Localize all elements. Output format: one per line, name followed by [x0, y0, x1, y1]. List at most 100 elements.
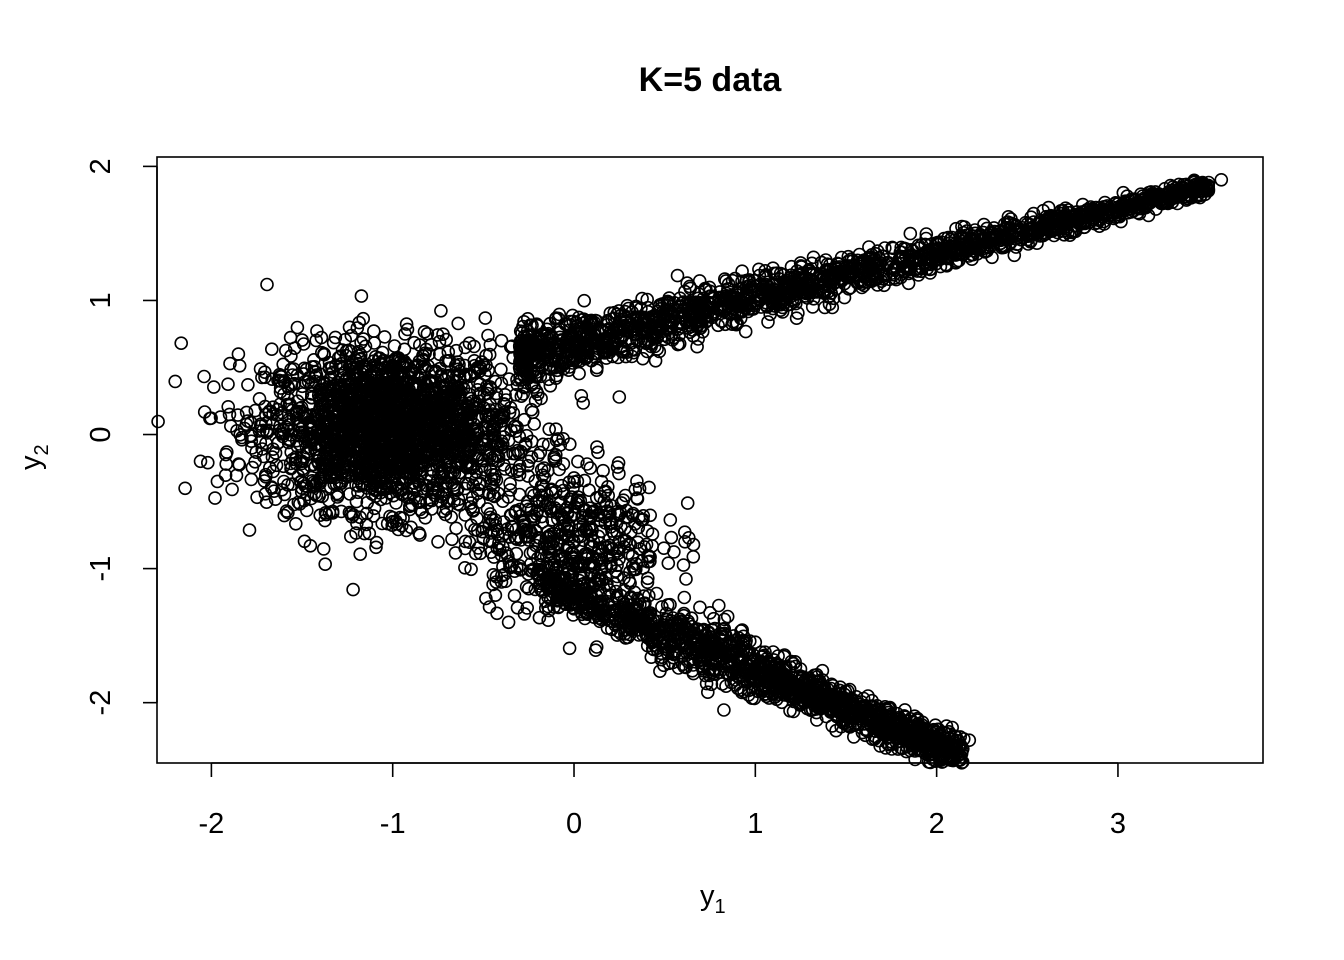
data-point	[241, 377, 255, 392]
data-point	[791, 275, 805, 290]
data-point	[511, 529, 526, 544]
data-point	[874, 274, 889, 289]
data-point	[316, 398, 331, 413]
data-point	[372, 351, 387, 365]
data-point	[244, 472, 259, 487]
data-point	[586, 318, 601, 332]
data-point	[649, 320, 664, 335]
data-point	[449, 521, 463, 536]
data-point	[535, 515, 550, 529]
data-point	[318, 557, 333, 572]
data-point	[354, 439, 368, 453]
data-point	[349, 377, 364, 392]
data-point	[604, 556, 618, 571]
data-point	[547, 451, 562, 466]
data-point	[560, 334, 575, 349]
data-point	[475, 432, 489, 447]
data-point	[480, 502, 495, 516]
data-point	[610, 460, 625, 474]
data-point	[210, 474, 225, 489]
data-point	[720, 609, 735, 624]
data-point	[610, 307, 624, 322]
data-point	[342, 487, 357, 501]
data-point	[478, 463, 493, 477]
data-point	[485, 451, 499, 465]
data-point	[653, 301, 668, 316]
data-point	[231, 347, 246, 361]
data-point	[464, 369, 478, 384]
data-point	[397, 450, 412, 465]
data-point	[690, 339, 704, 354]
data-point	[879, 267, 894, 282]
data-point	[605, 542, 620, 557]
data-point	[412, 338, 427, 352]
data-point	[317, 347, 332, 362]
data-point	[343, 529, 358, 544]
data-point	[462, 336, 477, 351]
data-point	[1056, 213, 1070, 228]
data-point	[903, 226, 918, 241]
data-point	[445, 532, 459, 547]
data-point	[231, 408, 245, 422]
data-point	[290, 368, 305, 383]
data-point	[490, 606, 504, 621]
data-point	[290, 320, 305, 335]
data-point	[564, 545, 579, 560]
data-point	[621, 510, 635, 525]
data-point	[275, 429, 290, 444]
data-point	[375, 472, 390, 487]
data-point	[1007, 248, 1022, 263]
data-point	[741, 279, 756, 294]
data-point	[366, 324, 381, 338]
data-point	[946, 246, 961, 260]
data-point	[837, 290, 852, 305]
data-point	[570, 353, 585, 368]
data-point	[481, 328, 495, 343]
data-point	[258, 416, 273, 431]
data-point	[639, 537, 654, 552]
data-point	[508, 446, 522, 461]
data-point	[616, 493, 631, 508]
data-point	[677, 590, 692, 605]
data-point	[353, 347, 368, 362]
points-layer	[151, 173, 1229, 770]
data-point	[501, 615, 516, 630]
data-point	[612, 552, 626, 566]
data-point	[436, 390, 451, 405]
data-point	[1009, 240, 1023, 254]
data-point	[960, 242, 975, 257]
data-point	[670, 268, 685, 283]
data-point	[645, 527, 660, 541]
data-point	[221, 377, 235, 392]
data-point	[411, 495, 426, 510]
data-point	[590, 360, 604, 375]
data-point	[291, 495, 306, 510]
data-point	[575, 510, 589, 525]
data-point	[486, 567, 501, 582]
data-point	[557, 355, 572, 370]
data-point	[250, 490, 264, 505]
data-point	[258, 486, 273, 501]
data-point	[631, 520, 646, 535]
data-point	[596, 463, 610, 478]
data-point	[580, 457, 594, 471]
data-point	[489, 402, 503, 417]
data-point	[460, 405, 474, 420]
data-point	[663, 597, 677, 612]
data-point	[667, 295, 682, 310]
data-point	[460, 400, 475, 414]
data-point	[335, 361, 350, 376]
data-point	[584, 522, 599, 537]
data-point	[438, 507, 453, 522]
data-point	[761, 315, 775, 329]
data-point	[583, 315, 597, 330]
data-point	[178, 481, 192, 496]
data-point	[458, 560, 472, 575]
data-point	[353, 445, 368, 459]
data-point	[451, 362, 465, 377]
data-point	[257, 474, 272, 488]
data-point	[640, 575, 655, 590]
data-point	[560, 505, 575, 520]
data-point	[350, 516, 364, 531]
data-point	[364, 415, 379, 430]
